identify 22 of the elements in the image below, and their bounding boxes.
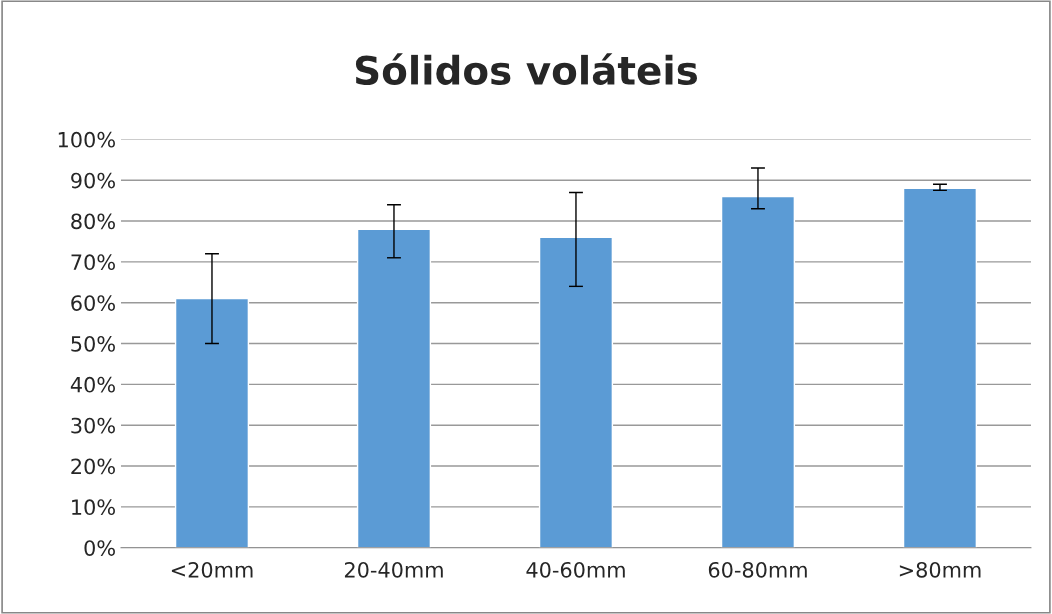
y-tick-label: 0% — [84, 540, 115, 556]
bar — [720, 195, 796, 548]
x-tick-label: <20mm — [171, 561, 253, 578]
y-tick-label: 90% — [71, 172, 115, 189]
y-tick-label: 30% — [71, 417, 115, 434]
y-tick-label: 50% — [71, 335, 115, 352]
bar — [902, 187, 978, 548]
x-tick-label: >80mm — [899, 561, 981, 578]
y-tick-label: 10% — [72, 499, 115, 516]
y-tick-label: 40% — [70, 376, 115, 393]
bar — [538, 236, 614, 548]
y-tick-label: 20% — [71, 458, 115, 475]
y-tick-label: 70% — [71, 254, 115, 271]
x-tick-label: 60-80mm — [708, 561, 807, 578]
chart-title: Sólidos voláteis — [355, 53, 698, 85]
y-tick-label: 80% — [71, 213, 115, 230]
bar — [356, 228, 432, 548]
y-tick-label: 60% — [71, 295, 115, 311]
bar — [174, 297, 250, 548]
y-tick-label: 100% — [58, 131, 115, 148]
x-tick-label: 40-60mm — [526, 561, 625, 578]
x-tick-label: 20-40mm — [344, 561, 443, 578]
